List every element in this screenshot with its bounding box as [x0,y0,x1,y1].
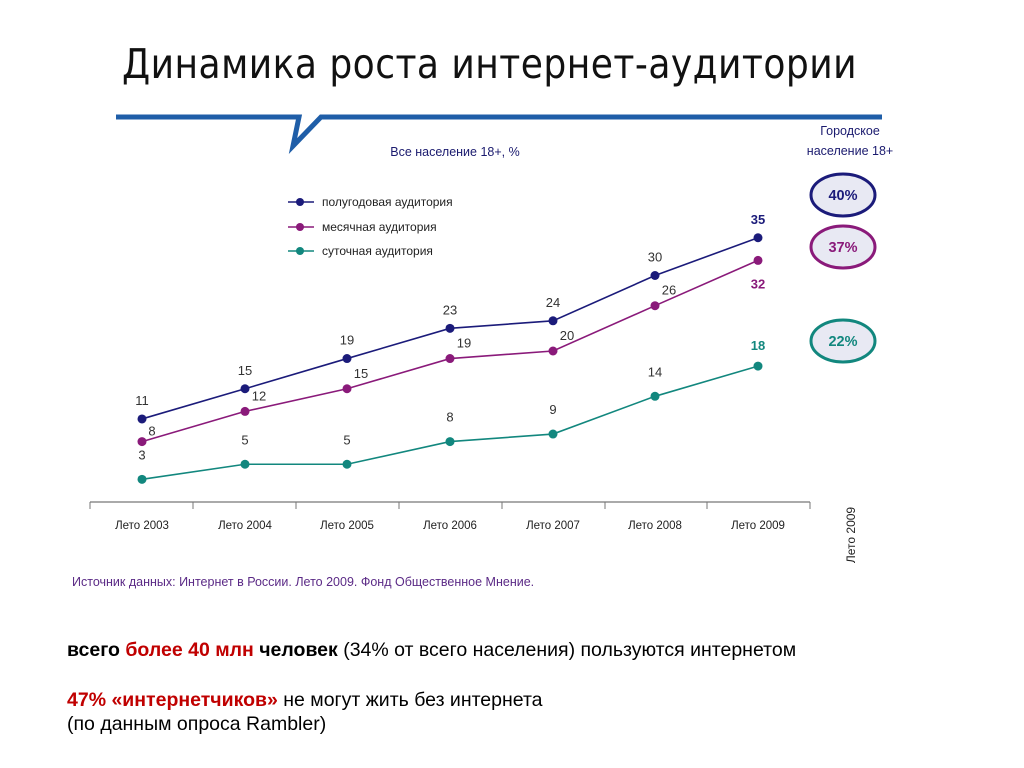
data-label: 14 [648,364,662,379]
x-tick-label: Лето 2009 [731,520,785,532]
side-value-badge [809,318,877,364]
data-point [240,406,250,416]
data-label: 15 [354,366,368,381]
data-point [548,429,558,439]
chart-source: Источник данных: Интернет в России. Лето… [72,575,534,589]
data-label: 15 [238,363,252,378]
x-tick-label: Лето 2007 [526,520,580,532]
data-label: 35 [751,212,765,227]
stat-text: не могут жить без интернета [277,689,543,711]
data-label: 9 [549,402,556,417]
page-title: Динамика роста интернет-аудитории [122,40,858,88]
side-panel-header: Городское [820,124,880,138]
stat-text: человек [253,639,338,661]
x-tick-label: Лето 2004 [218,520,272,532]
data-point [650,391,660,401]
stat-line-2: 47% «интернетчиков» не могут жить без ин… [67,688,967,712]
stat-line-3: (по данным опроса Rambler) [67,713,327,735]
chart-title: Все население 18+, % [390,145,519,159]
data-label: 5 [343,432,350,447]
data-label: 8 [148,424,155,439]
data-point [137,474,147,484]
data-label: 3 [138,447,145,462]
data-point [445,323,455,333]
data-point [342,354,352,364]
data-point [240,459,250,469]
legend-label: полугодовая аудитория [322,195,453,209]
x-tick-label: Лето 2008 [628,520,682,532]
stat-line-1: всего более 40 млн человек (34% от всего… [67,638,967,662]
side-value-text: 37% [828,240,857,256]
data-label: 5 [241,432,248,447]
data-point [445,354,455,364]
legend-marker [296,198,304,206]
data-point [445,437,455,447]
side-value-text: 40% [828,188,857,204]
data-label: 11 [135,393,149,408]
side-value-text: 22% [828,334,857,350]
data-label: 18 [751,338,765,353]
data-point [753,361,763,371]
data-point [548,316,558,326]
x-tick-label: Лето 2006 [423,520,477,532]
data-point [753,233,763,243]
header-rule [116,114,882,154]
legend-label: месячная аудитория [322,220,437,234]
data-label: 24 [546,295,560,310]
legend-marker [296,247,304,255]
data-label: 20 [560,328,574,343]
side-rotated-label: Лето 2009 [844,507,858,564]
data-point [137,437,147,447]
data-point [342,459,352,469]
data-label: 30 [648,250,662,265]
stat-text: всего [67,639,126,661]
data-label: 19 [457,336,471,351]
data-point [650,301,660,311]
x-tick-label: Лето 2005 [320,520,374,532]
stat-highlight: 47% «интернетчиков» [67,689,278,711]
side-value-badge [809,224,877,270]
data-label: 8 [446,410,453,425]
data-label: 19 [340,333,354,348]
data-point [240,384,250,394]
data-point [342,384,352,394]
stat-text: (34% от всего населения) пользуются инте… [337,639,797,661]
legend-marker [296,223,304,231]
data-point [650,271,660,280]
stat-highlight: более 40 млн [125,639,254,661]
data-label: 32 [751,276,765,291]
side-panel-header: население 18+ [807,144,893,158]
side-value-badge [809,172,877,218]
legend-label: суточная аудитория [322,244,433,258]
x-tick-label: Лето 2003 [115,520,169,532]
data-point [137,414,147,424]
data-point [548,346,558,356]
data-label: 26 [662,283,676,298]
data-label: 12 [252,388,266,403]
data-label: 23 [443,302,457,317]
data-point [753,255,763,265]
